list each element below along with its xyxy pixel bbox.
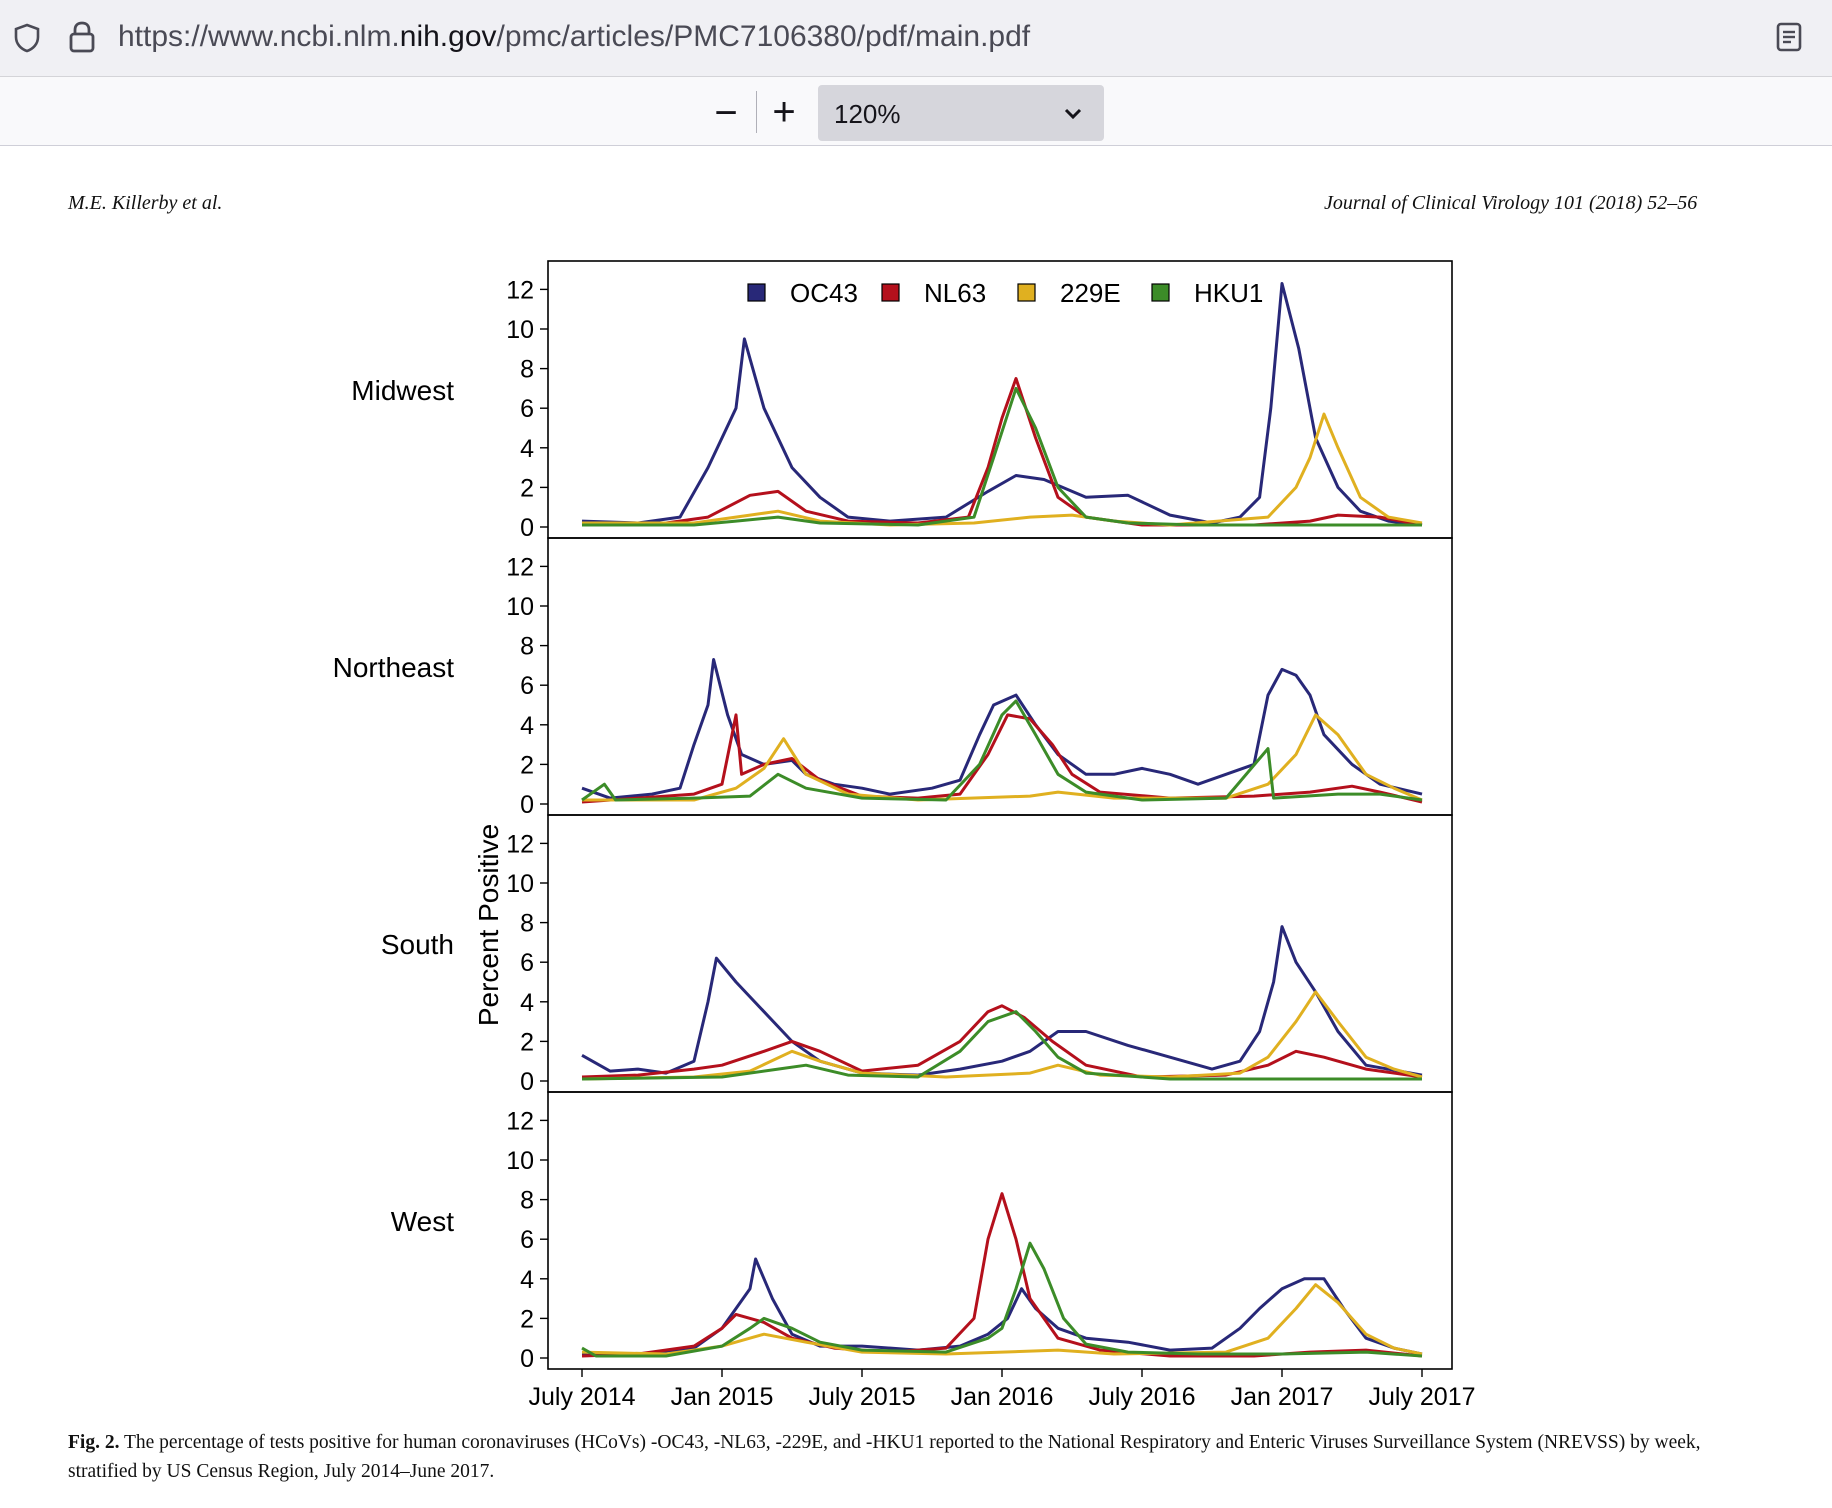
legend-label-229e: 229E	[1060, 278, 1121, 308]
toolbar-separator	[756, 91, 757, 133]
y-tick-label: 2	[520, 1028, 534, 1056]
region-label-south: South	[381, 929, 454, 960]
pdf-toolbar: − + 120%	[0, 77, 1832, 146]
x-tick-label: Jan 2017	[1231, 1383, 1334, 1411]
caption-label: Fig. 2.	[68, 1432, 120, 1453]
legend-swatch-oc43	[747, 283, 766, 302]
series-line-oc43-south	[581, 925, 1423, 1077]
panel-frame	[547, 260, 1453, 539]
y-tick-label: 6	[520, 1226, 534, 1254]
y-tick-label: 10	[506, 316, 534, 344]
panel-frame	[547, 814, 1453, 1093]
url-domain: nih.gov	[399, 20, 497, 53]
y-tick-label: 2	[520, 1305, 534, 1333]
y-tick-label: 12	[506, 276, 534, 304]
figure-chart: 0 2 4 6 8 10 12 Midwest 0 2 4 6 8 10 12 Northeast 0 2 4 6 8 1…	[333, 260, 1476, 1411]
y-tick-label: 6	[520, 672, 534, 700]
x-tick-label: July 2015	[808, 1383, 915, 1411]
region-label-midwest: Midwest	[351, 375, 454, 406]
caption-text: The percentage of tests positive for hum…	[68, 1432, 1701, 1482]
series-line-hku1-midwest	[582, 386, 1422, 527]
series-line-hku1-west	[581, 1241, 1423, 1358]
zoom-select[interactable]: 120%	[818, 85, 1104, 141]
y-axis-label: Percent Positive	[473, 824, 504, 1026]
y-tick-label: 0	[520, 1345, 534, 1373]
series-line-oc43-west	[582, 1257, 1423, 1356]
x-tick-label: Jan 2015	[671, 1383, 774, 1411]
zoom-in-label: +	[772, 91, 795, 131]
y-tick-label: 0	[520, 514, 534, 542]
y-tick-label: 12	[506, 1107, 534, 1135]
x-tick-label: Jan 2016	[951, 1383, 1054, 1411]
y-tick-label: 4	[520, 712, 534, 740]
series-line-nl63-midwest	[581, 377, 1423, 527]
y-tick-label: 12	[506, 553, 534, 581]
y-tick-label: 4	[520, 1266, 534, 1294]
y-tick-label: 6	[520, 395, 534, 423]
figure-caption: Fig. 2. The percentage of tests positive…	[68, 1428, 1758, 1486]
page-header-journal: Journal of Clinical Virology 101 (2018) …	[1324, 192, 1698, 214]
x-tick-label: July 2016	[1088, 1383, 1195, 1411]
url-path: /pmc/articles/PMC7106380/pdf/main.pdf	[496, 20, 1031, 53]
y-tick-label: 0	[520, 791, 534, 819]
legend-swatch-hku1	[1151, 283, 1170, 302]
series-line-nl63-northeast	[581, 713, 1423, 804]
y-tick-label: 0	[520, 1068, 534, 1096]
legend-label-nl63: NL63	[924, 278, 986, 308]
y-tick-label: 10	[506, 1147, 534, 1175]
y-tick-label: 8	[520, 910, 534, 938]
legend-swatch-nl63	[881, 283, 900, 302]
y-tick-label: 2	[520, 474, 534, 502]
series-line-nl63-west	[581, 1192, 1423, 1358]
zoom-out-label: −	[714, 93, 737, 133]
lock-icon[interactable]	[68, 20, 96, 54]
x-tick-label: July 2017	[1368, 1383, 1475, 1411]
series-line-hku1-northeast	[581, 699, 1423, 802]
panel-frame	[547, 1091, 1453, 1370]
y-tick-label: 10	[506, 593, 534, 621]
y-tick-label: 2	[520, 751, 534, 779]
series-line-oc43-midwest	[581, 282, 1423, 527]
series-line-nl63-south	[581, 1004, 1423, 1079]
region-label-northeast: Northeast	[333, 652, 455, 683]
series-line-229e-northeast	[582, 713, 1423, 802]
y-tick-label: 10	[506, 870, 534, 898]
series-line-oc43-northeast	[581, 658, 1423, 800]
y-tick-label: 4	[520, 435, 534, 463]
region-label-west: West	[391, 1206, 454, 1237]
shield-icon[interactable]	[12, 22, 42, 54]
legend-swatch-229e	[1017, 283, 1036, 302]
zoom-level-value: 120%	[834, 99, 901, 129]
series-line-hku1-south	[581, 1010, 1422, 1081]
browser-address-bar: https://www.ncbi.nlm.nih.gov/pmc/article…	[0, 0, 1832, 77]
chevron-down-icon	[1064, 108, 1082, 120]
legend-label-hku1: HKU1	[1194, 278, 1263, 308]
legend-label-oc43: OC43	[790, 278, 858, 308]
y-tick-label: 6	[520, 949, 534, 977]
page-header-author: M.E. Killerby et al.	[68, 192, 223, 214]
y-tick-label: 8	[520, 1187, 534, 1215]
url-prefix: https://www.ncbi.nlm.	[118, 20, 400, 53]
y-tick-label: 12	[506, 830, 534, 858]
zoom-in-button[interactable]: +	[762, 91, 806, 131]
y-tick-label: 8	[520, 356, 534, 384]
url-field[interactable]: https://www.ncbi.nlm.nih.gov/pmc/article…	[118, 20, 1030, 54]
y-tick-label: 8	[520, 633, 534, 661]
series-line-229e-west	[581, 1283, 1423, 1356]
y-tick-label: 4	[520, 989, 534, 1017]
x-tick-label: July 2014	[528, 1383, 635, 1411]
reader-view-icon[interactable]	[1776, 22, 1802, 52]
zoom-out-button[interactable]: −	[704, 93, 748, 133]
